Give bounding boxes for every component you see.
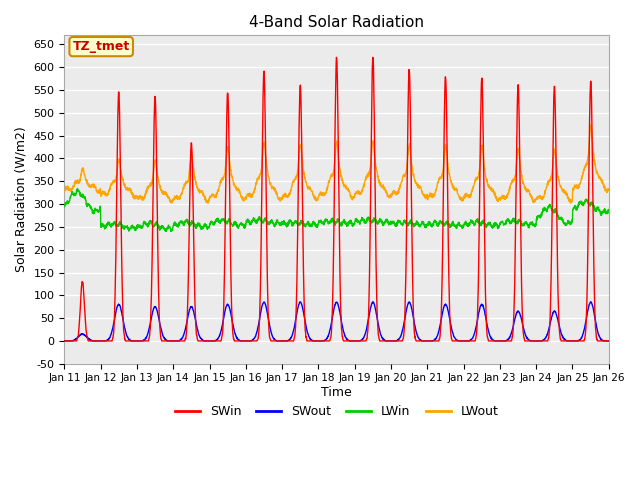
Legend: SWin, SWout, LWin, LWout: SWin, SWout, LWin, LWout bbox=[170, 400, 504, 423]
Y-axis label: Solar Radiation (W/m2): Solar Radiation (W/m2) bbox=[15, 127, 28, 273]
Text: TZ_tmet: TZ_tmet bbox=[72, 40, 130, 53]
X-axis label: Time: Time bbox=[321, 386, 352, 399]
Title: 4-Band Solar Radiation: 4-Band Solar Radiation bbox=[249, 15, 424, 30]
